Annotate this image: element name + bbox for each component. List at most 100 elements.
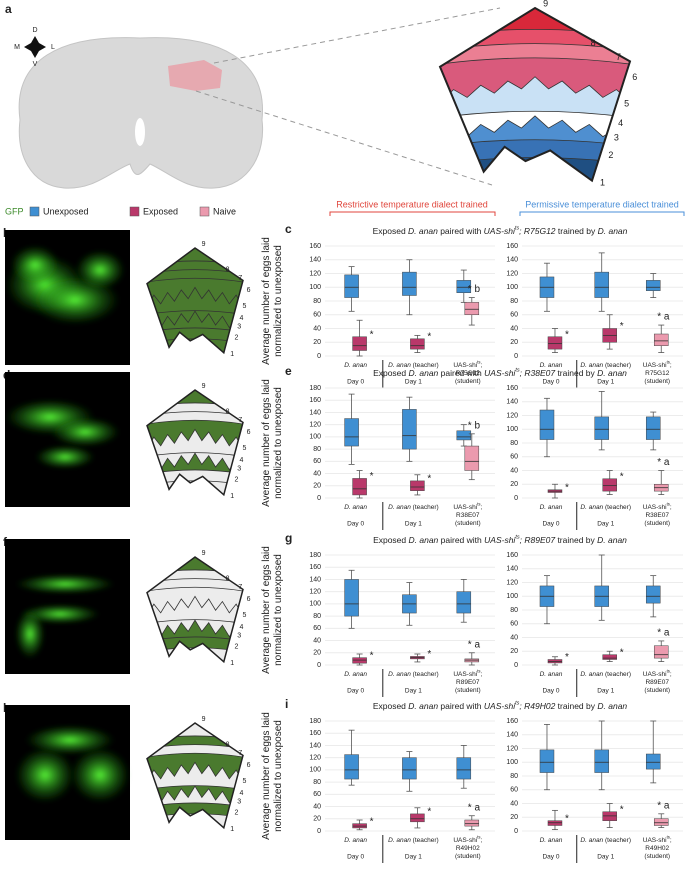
box [344,579,359,617]
significance-label: * b [468,420,481,431]
chart-title-part: Exposed [373,535,408,545]
significance-label: * a [657,628,670,639]
y-tick-label: 100 [309,434,321,441]
y-axis-label: Average number of eggs laid normalized t… [261,379,284,507]
y-axis-label: Average number of eggs laid normalized t… [261,237,284,365]
y-tick-label: 0 [514,662,518,669]
y-tick-label: 60 [510,621,518,628]
x-group-label-part: (teacher) [603,362,631,369]
gfp-signal [70,747,130,803]
chart-title-part: D. anan [408,226,438,236]
x-day-label: Day 0 [347,688,364,695]
chart-title-part: paired with [438,226,484,236]
x-group-label: UAS-shits; R89E07 (student) [643,669,672,694]
x-group-label: D. anan [344,671,367,678]
chart-title-part: ; R89E07 [520,535,556,545]
x-group-label-part: ts [477,502,480,507]
box [464,819,480,827]
box [344,754,359,780]
layer-label: 7 [238,750,242,757]
y-tick-label: 20 [313,483,321,490]
x-group-label: D. anan (teacher) [580,362,631,369]
x-group-label-part: D. anan [540,671,563,678]
y-tick-label: 20 [313,339,321,346]
significance-label: * [427,331,431,342]
gfp-signal [15,609,45,659]
y-tick-label: 60 [313,458,321,465]
legend-gfp: GFP [5,206,24,216]
legend-label: Unexposed [43,206,89,216]
box [456,757,472,780]
x-group-label-part: ; [670,671,672,678]
chart-title-part: D. anan [409,535,439,545]
layer-label: 4 [618,118,623,128]
box [594,416,609,440]
chart-title-part: ts [515,701,520,707]
x-group-label: UAS-shits; R89E07 (student) [453,669,482,694]
chart-title-part: D. anan [598,226,628,236]
x-group-label: UAS-shits; R38E07 (student) [643,502,672,527]
y-axis-label: Average number of eggs laid normalized t… [261,546,284,674]
chart-title-part: trained by [555,535,597,545]
chart-title-part: ts [515,368,520,374]
significance-label: * [427,474,431,485]
y-tick-label: 40 [510,800,518,807]
x-group-label: UAS-shits; R38E07 (student) [453,502,482,527]
x-group-label-part: R38E07 [456,512,480,519]
layer-label: 2 [235,334,239,341]
chart-title-part: ; R38E07 [520,368,556,378]
x-day-label: Day 1 [405,379,422,386]
layer-label: 9 [202,241,206,248]
y-tick-label: 100 [506,593,518,600]
chart-title-part: trained by [556,226,598,236]
x-group-label-part: D. anan [580,504,603,511]
layer-label: 7 [238,417,242,424]
y-tick-label: 60 [313,312,321,319]
y-tick-label: 140 [506,566,518,573]
significance-label: * [370,471,374,482]
x-group-label-part: ts [477,360,480,365]
significance-label: * a [657,800,670,811]
x-group-label-part: D. anan [344,837,367,844]
y-tick-label: 0 [317,662,321,669]
box [464,302,480,315]
layer-label: 1 [600,178,605,188]
y-tick-label: 40 [313,637,321,644]
box [456,430,472,441]
chart-title-part: ts [515,535,520,541]
box [402,757,417,780]
box [456,591,472,614]
legend-swatch [29,206,40,217]
x-group-label-part: (teacher) [411,362,439,369]
box [602,478,617,492]
significance-label: * [370,329,374,340]
box [344,274,359,298]
layer-label: 6 [247,596,251,603]
x-group-label: UAS-shits; R75G12 (student) [643,360,672,385]
gfp-signal [75,250,125,290]
y-tick-label: 120 [309,270,321,277]
x-group-label: D. anan [344,837,367,844]
y-tick-label: 160 [506,243,518,250]
significance-label: * [565,482,569,493]
y-tick-label: 40 [313,325,321,332]
x-group-label-part: UAS-shi [643,837,667,844]
y-tick-label: 40 [510,325,518,332]
layer-label: 4 [239,457,243,464]
x-group-label-part: R49H02 [645,845,669,852]
x-group-label-part: ; [480,671,482,678]
box [464,445,480,471]
y-tick-label: 180 [309,552,321,559]
x-group-label: D. anan (teacher) [388,671,439,678]
x-group-label-part: ts [667,502,670,507]
x-group-label-part: R75G12 [456,370,481,377]
significance-label: * [427,649,431,660]
x-group-label: D. anan (teacher) [580,837,631,844]
x-group-label-part: UAS-shi [453,504,477,511]
significance-label: * [427,807,431,818]
layer-label: 2 [235,809,239,816]
layer-outline [438,6,632,183]
layer-label: 4 [239,315,243,322]
layer-label: 5 [243,445,247,452]
